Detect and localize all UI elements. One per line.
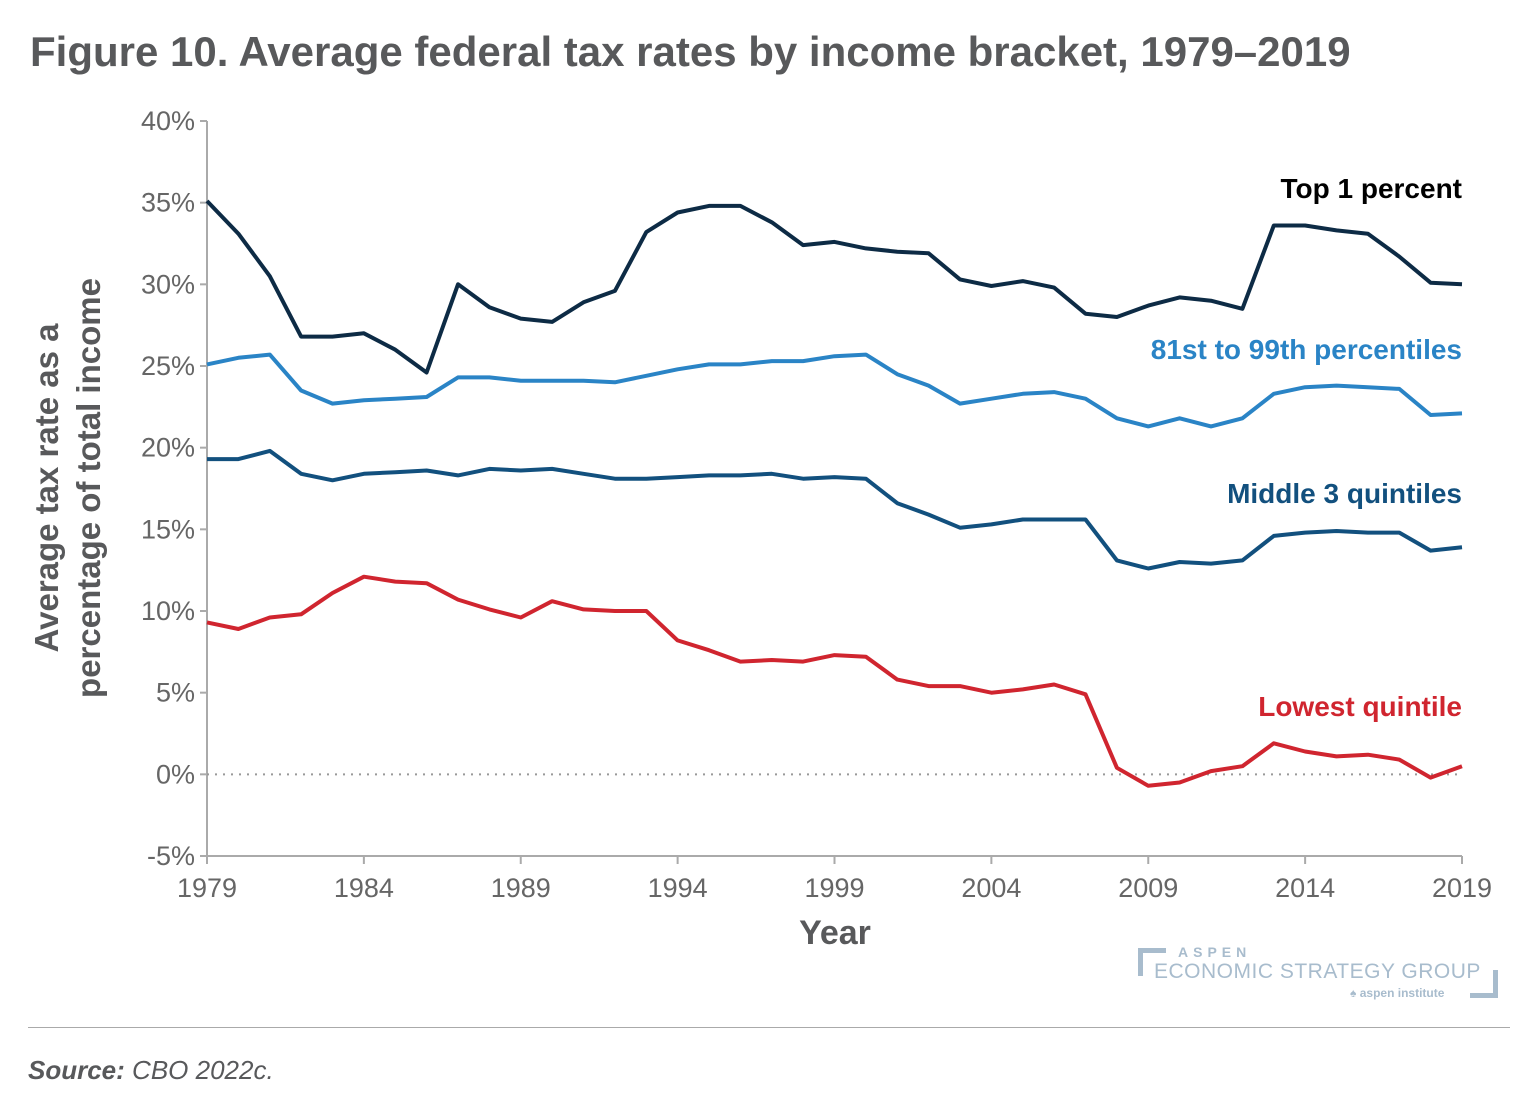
- y-tick-label: 20%: [141, 433, 195, 463]
- y-tick-label: 40%: [141, 106, 195, 136]
- series-labels: Top 1 percent 81st to 99th percentiles Mid…: [1151, 173, 1462, 722]
- logo-corner-icon: [1138, 948, 1166, 976]
- source-text: CBO 2022c.: [132, 1055, 274, 1085]
- y-tick-label: 30%: [141, 269, 195, 299]
- x-axis-label: Year: [799, 914, 871, 952]
- legend-label: Top 1 percent: [1280, 173, 1462, 204]
- x-tick-label: 1989: [491, 873, 551, 903]
- x-tick-label: 2019: [1432, 873, 1492, 903]
- series-lines: [205, 199, 1463, 788]
- chart-title: Figure 10. Average federal tax rates by …: [30, 28, 1351, 75]
- legend-label: Lowest quintile: [1258, 691, 1462, 722]
- source-label: Source:: [28, 1055, 125, 1085]
- series-line-top-1-percent: [205, 199, 1463, 375]
- x-tick-label: 2014: [1275, 873, 1335, 903]
- x-tick-label: 1999: [804, 873, 864, 903]
- x-tick-label: 1994: [648, 873, 708, 903]
- x-tick-label: 2009: [1118, 873, 1178, 903]
- divider: [28, 1027, 1510, 1028]
- y-tick-label: 10%: [141, 596, 195, 626]
- logo-line2: ECONOMIC STRATEGY GROUP: [1154, 960, 1481, 983]
- x-tick-label: 2004: [961, 873, 1021, 903]
- series-line-middle-3-quintiles: [207, 448, 1463, 571]
- logo-line3-text: aspen institute: [1359, 986, 1445, 1000]
- legend-label: 81st to 99th percentiles: [1151, 334, 1462, 365]
- source-note: Source: CBO 2022c.: [28, 1055, 274, 1086]
- series-line-lowest-quintile: [206, 574, 1463, 788]
- logo-line1: ASPEN: [1178, 944, 1252, 960]
- series-line-81st-to-99th-percentiles: [206, 352, 1463, 429]
- axes: -5% 0% 5% 10% 15% 20% 25% 30% 35% 40% 1979 1984 1989…: [141, 106, 1492, 903]
- y-axis-label: Average tax rate as a percentage of total…: [28, 278, 107, 698]
- aspen-logo: ASPEN ECONOMIC STRATEGY GROUP ♠ aspen in…: [1138, 944, 1498, 1004]
- y-tick-label: 25%: [141, 351, 195, 381]
- logo-corner-icon: [1470, 970, 1498, 998]
- y-tick-label: 0%: [156, 759, 195, 789]
- logo-line3: ♠ aspen institute: [1350, 986, 1445, 1000]
- y-tick-label: 35%: [141, 188, 195, 218]
- legend-label: Middle 3 quintiles: [1227, 478, 1462, 509]
- y-tick-label: 5%: [156, 678, 195, 708]
- y-tick-label: 15%: [141, 514, 195, 544]
- x-tick-label: 1979: [177, 873, 237, 903]
- x-tick-label: 1984: [334, 873, 394, 903]
- y-tick-label: -5%: [147, 841, 195, 871]
